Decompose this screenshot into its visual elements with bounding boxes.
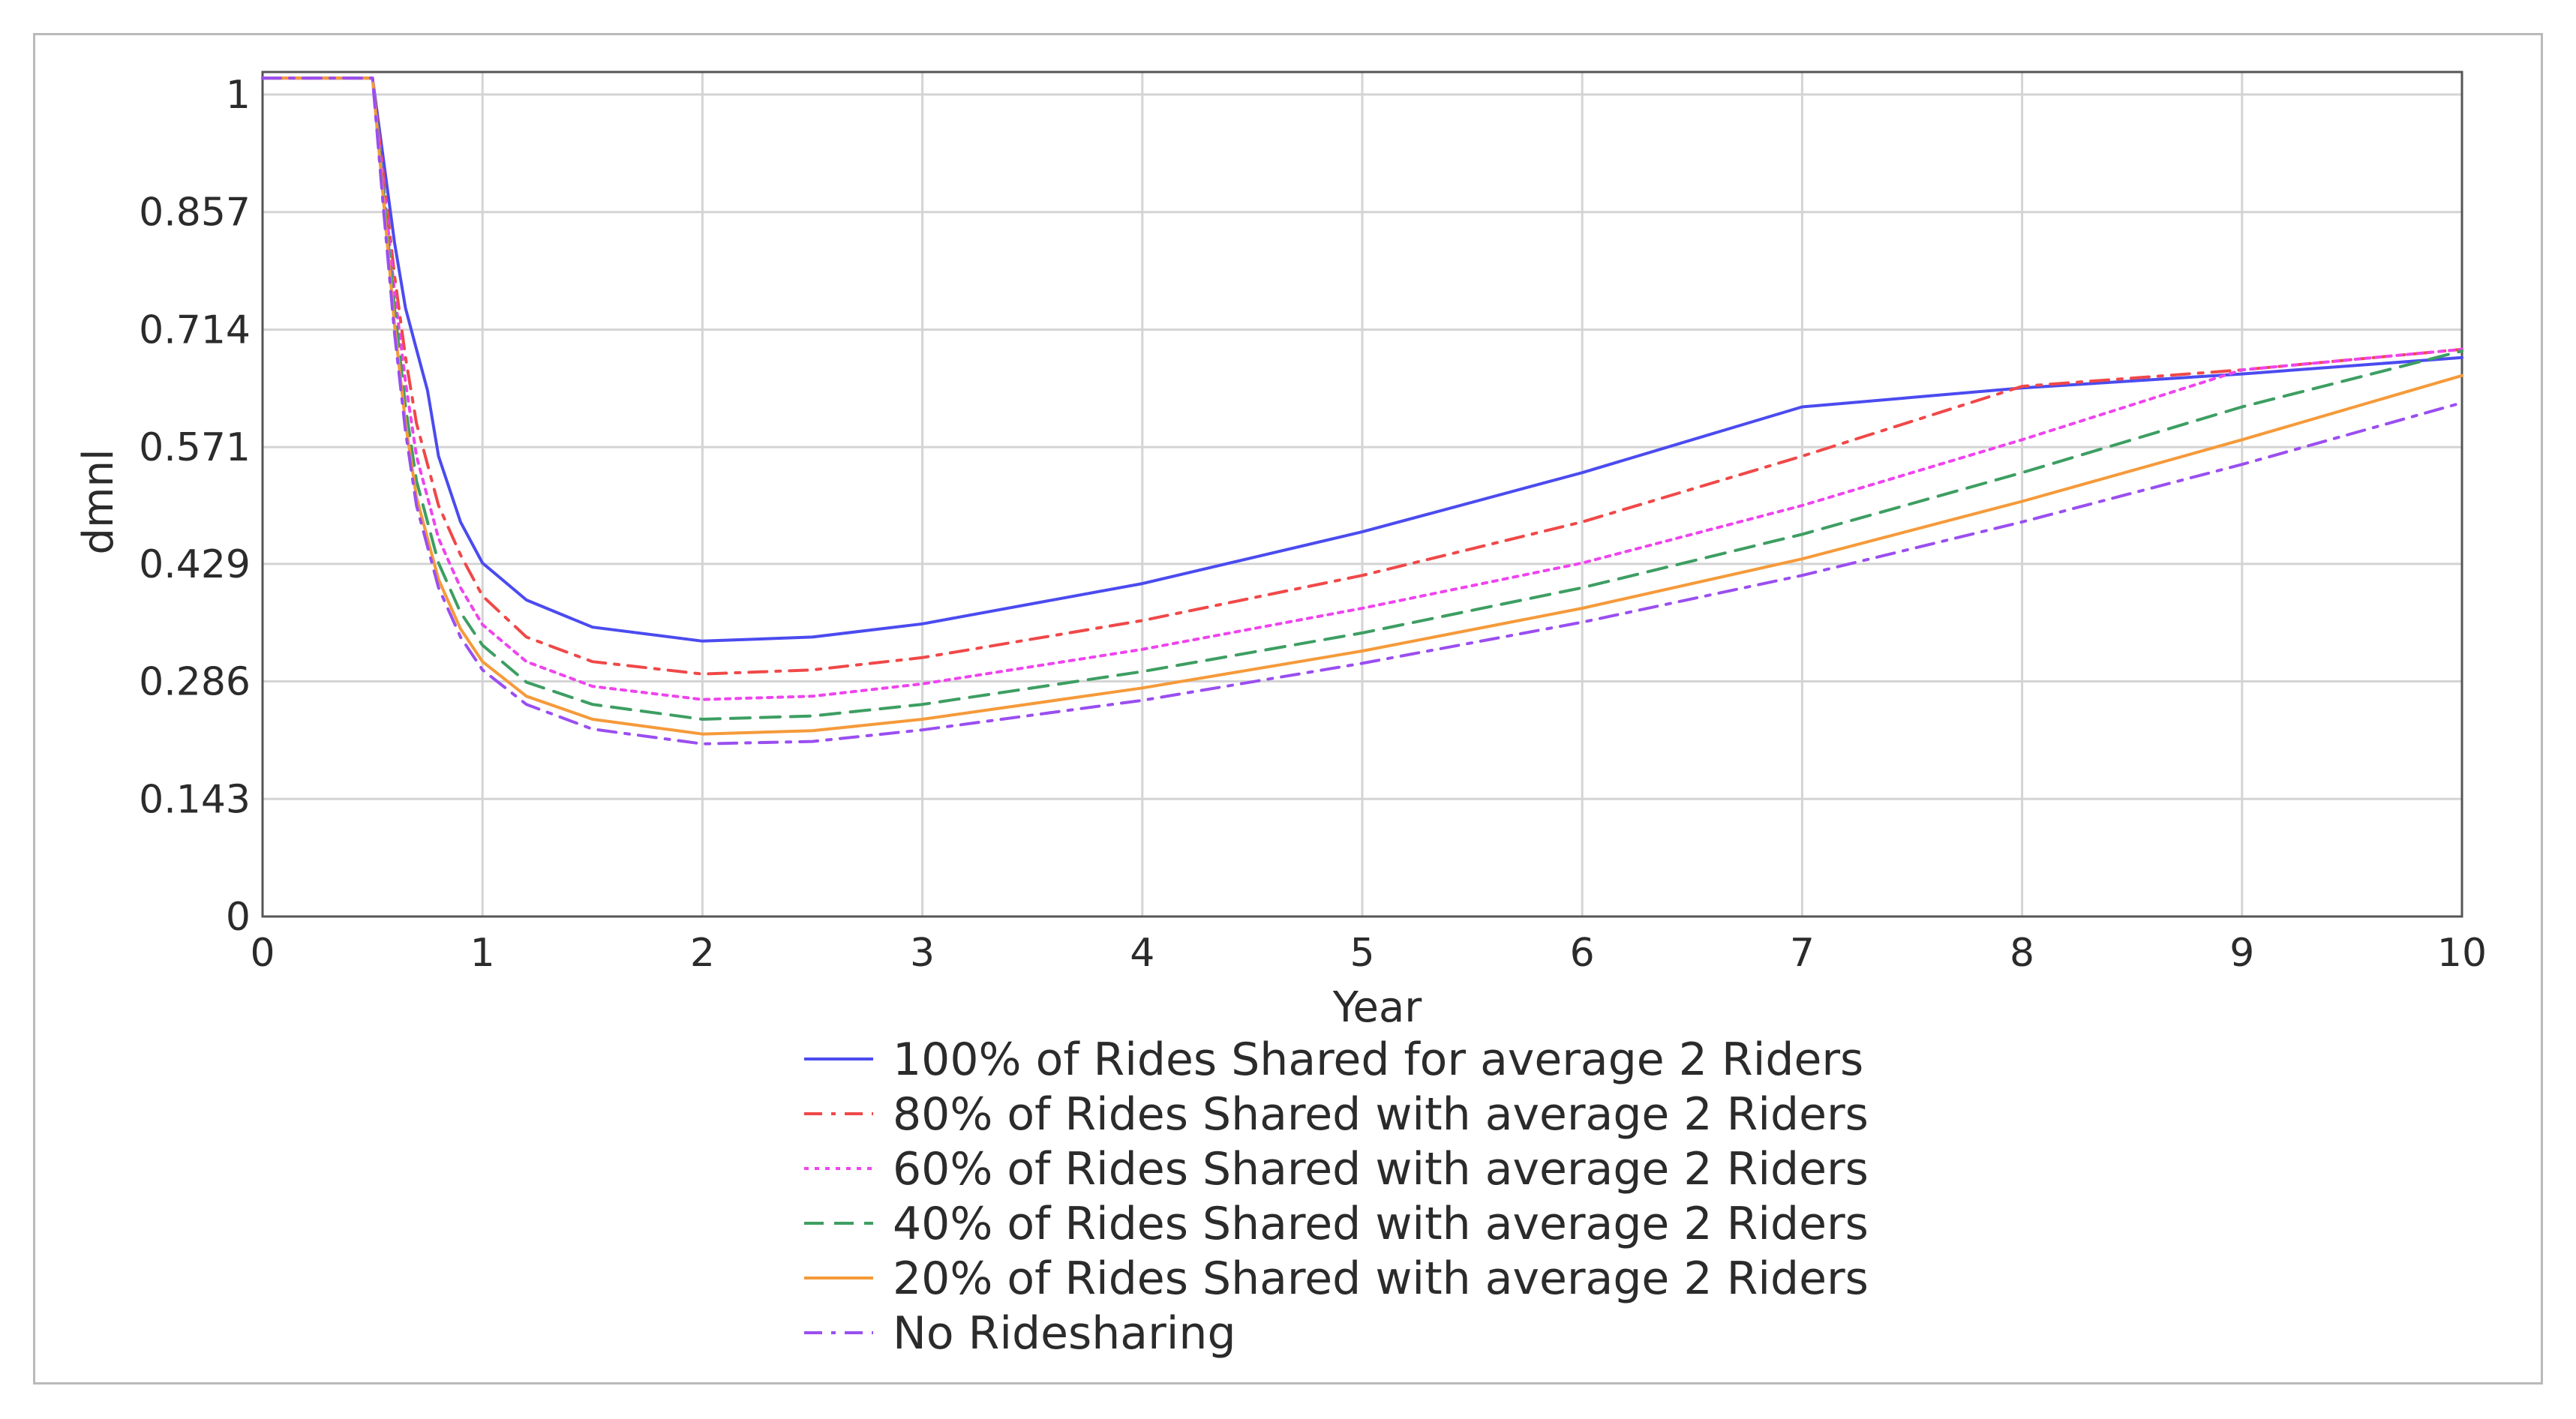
x-tick-label: 8 (2010, 931, 2034, 976)
legend-item: 40% of Rides Shared with average 2 Rider… (804, 1198, 1869, 1250)
legend-item: 80% of Rides Shared with average 2 Rider… (804, 1088, 1869, 1141)
legend-item: 60% of Rides Shared with average 2 Rider… (804, 1143, 1869, 1196)
axes: 0 1 2 3 4 5 6 7 8 9 10 0 0.143 0.286 0.429 0.571 0.714 0.… (74, 70, 2487, 1032)
y-tick-label: 0.714 (139, 308, 251, 352)
x-tick-label: 1 (470, 931, 495, 976)
y-axis-title: dmnl (74, 448, 123, 554)
x-tick-label: 5 (1350, 931, 1374, 976)
x-tick-label: 3 (910, 931, 935, 976)
x-tick-label: 9 (2229, 931, 2254, 976)
x-tick-label: 7 (1790, 931, 1815, 976)
y-tick-label: 0.571 (139, 425, 251, 470)
y-tick-label: 0.429 (139, 542, 251, 587)
x-tick-label: 0 (250, 931, 275, 976)
legend: 100% of Rides Shared for average 2 Rider… (804, 1034, 1869, 1360)
series-lines (261, 76, 2463, 746)
series-line-2 (261, 76, 2463, 676)
series-line-3 (261, 76, 2463, 701)
legend-label: 20% of Rides Shared with average 2 Rider… (893, 1252, 1869, 1305)
legend-label: No Ridesharing (893, 1307, 1236, 1360)
series-line-4 (261, 76, 2463, 721)
x-tick-label: 10 (2437, 931, 2487, 976)
series-line-6 (261, 76, 2463, 746)
legend-item: 100% of Rides Shared for average 2 Rider… (804, 1034, 1863, 1086)
x-tick-label: 6 (1570, 931, 1595, 976)
series-line-1 (261, 76, 2463, 643)
legend-label: 100% of Rides Shared for average 2 Rider… (893, 1034, 1863, 1086)
y-tick-label: 0.286 (139, 660, 251, 705)
plot-border (261, 70, 2463, 918)
y-tick-label: 0.857 (139, 190, 251, 236)
y-tick-label: 0.143 (139, 777, 251, 822)
x-axis-title: Year (1332, 983, 1423, 1032)
x-tick-label: 2 (690, 931, 715, 976)
legend-label: 80% of Rides Shared with average 2 Rider… (893, 1088, 1869, 1141)
y-tick-label: 1 (226, 73, 251, 118)
legend-item: 20% of Rides Shared with average 2 Rider… (804, 1252, 1869, 1305)
grid (261, 72, 2463, 918)
legend-label: 60% of Rides Shared with average 2 Rider… (893, 1143, 1869, 1196)
legend-label: 40% of Rides Shared with average 2 Rider… (893, 1198, 1869, 1250)
y-tick-label: 0 (226, 895, 251, 940)
legend-item: No Ridesharing (804, 1307, 1236, 1360)
x-tick-label: 4 (1130, 931, 1154, 976)
